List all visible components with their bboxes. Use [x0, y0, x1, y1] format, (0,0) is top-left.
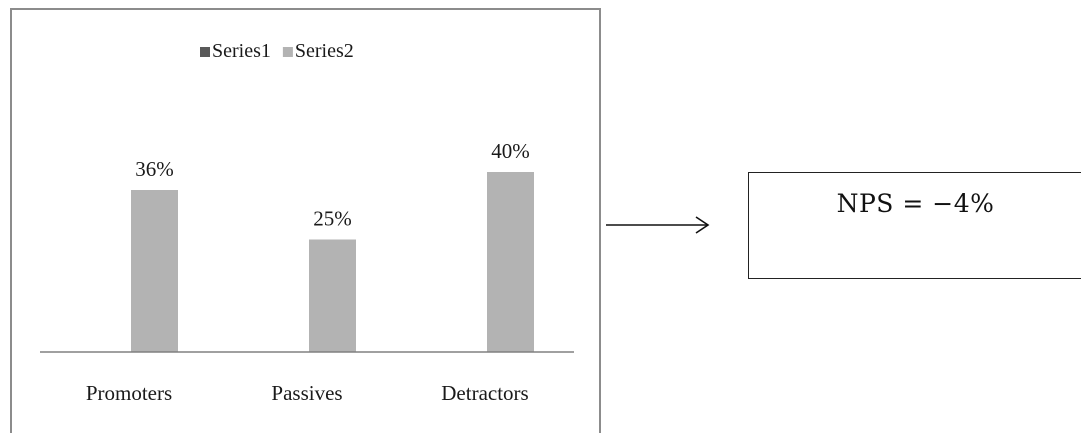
chart-legend: Series1 Series2 — [200, 40, 354, 62]
legend-label-1: Series1 — [212, 40, 271, 62]
chart-bars — [131, 172, 534, 352]
arrow-right-icon — [606, 216, 710, 234]
category-labels: Promoters Passives Detractors — [86, 381, 529, 405]
bar-passives — [309, 239, 356, 352]
chart-frame: Series1 Series2 36% 25% 40% Promoters Passiv… — [10, 8, 601, 433]
bar-chart: Series1 Series2 36% 25% 40% Promoters Passiv… — [40, 40, 574, 405]
legend-label-2: Series2 — [295, 40, 354, 62]
category-label-promoters: Promoters — [86, 381, 172, 405]
bar-detractors — [487, 172, 534, 352]
data-label-promoters: 36% — [135, 157, 174, 181]
legend-swatch-1 — [200, 47, 210, 57]
category-label-passives: Passives — [271, 381, 342, 405]
data-label-passives: 25% — [313, 207, 352, 231]
bar-promoters — [131, 190, 178, 352]
chart-data-labels: 36% 25% 40% — [135, 139, 530, 231]
category-label-detractors: Detractors — [441, 381, 528, 405]
nps-result-box: NPS = −4% — [748, 172, 1081, 279]
legend-swatch-2 — [282, 47, 293, 57]
data-label-detractors: 40% — [491, 139, 530, 163]
nps-result-text: NPS = −4% — [836, 189, 995, 218]
